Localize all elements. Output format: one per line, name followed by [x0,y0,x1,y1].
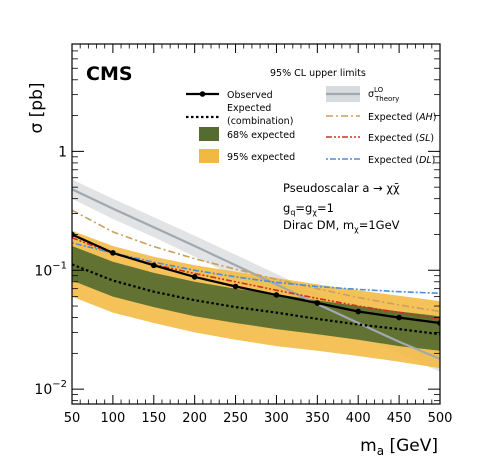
band-68-expected [72,246,440,351]
x-tick-label: 500 [428,411,453,426]
observed-point [273,292,280,298]
legend-swatch-95 [199,149,219,163]
series-line-AH [72,209,440,313]
observed-point [191,274,198,280]
x-tick-label: 450 [387,411,412,426]
observed-point [437,320,440,326]
x-axis-label: ma [GeV] [360,436,438,458]
observed-point [355,308,362,315]
y-axis-label: σ [pb] [27,82,47,133]
plot-frame [71,43,441,405]
legend-label-expected: Expected [227,103,271,114]
axis-ticks: 50 100 150 200 250 300 350 400 450 500 10−2 10−1 1 [34,43,453,426]
legend-swatch-observed-marker [199,91,206,97]
y-tick-label: 10−1 [34,260,67,279]
legend-label-AH: Expected (AH) [368,112,436,123]
x-tick-label: 300 [264,411,289,426]
legend-label-DL: Expected (DL) [368,155,435,166]
process-label: Pseudoscalar a → χχ̄ [283,181,400,195]
legend-label-SL: Expected (SL) [368,133,434,144]
legend-swatch-68 [199,127,219,141]
legend-label-expected-combination: (combination) [227,116,293,127]
series-line-observed [72,233,440,325]
x-tick-label: 200 [182,411,207,426]
x-tick-label: 250 [223,411,248,426]
x-tick-label: 50 [64,411,81,426]
y-tick-label: 1 [58,144,67,160]
x-tick-label: 150 [141,411,166,426]
y-tick-label: 10−2 [34,379,67,398]
observed-point [396,314,402,321]
observed-point [110,250,116,256]
process-annotation: Pseudoscalar a → χχ̄ gq=gχ=1 Dirac DM, m… [283,181,400,234]
observed-point [232,283,239,290]
legend-label-theory: σLO Theory [368,86,399,103]
legend-label-68: 68% expected [227,130,295,141]
x-tick-label: 100 [100,411,125,426]
limit-curves [72,188,440,360]
x-tick-label: 400 [346,411,371,426]
legend: Observed Expected (combination) 68% expecte… [186,86,436,166]
couplings-label: gq=gχ=1 [283,201,334,217]
legend-label-95: 95% expected [227,152,295,163]
dm-label: Dirac DM, mχ=1GeV [283,218,400,234]
legend-title: 95% CL upper limits [270,68,366,79]
series-line-expected [72,263,440,336]
observed-point [150,262,157,269]
observed-point [314,300,321,306]
series-line-DL [72,242,440,295]
legend-label-observed: Observed [227,90,273,101]
x-tick-label: 350 [305,411,330,426]
experiment-label: CMS [86,63,133,85]
